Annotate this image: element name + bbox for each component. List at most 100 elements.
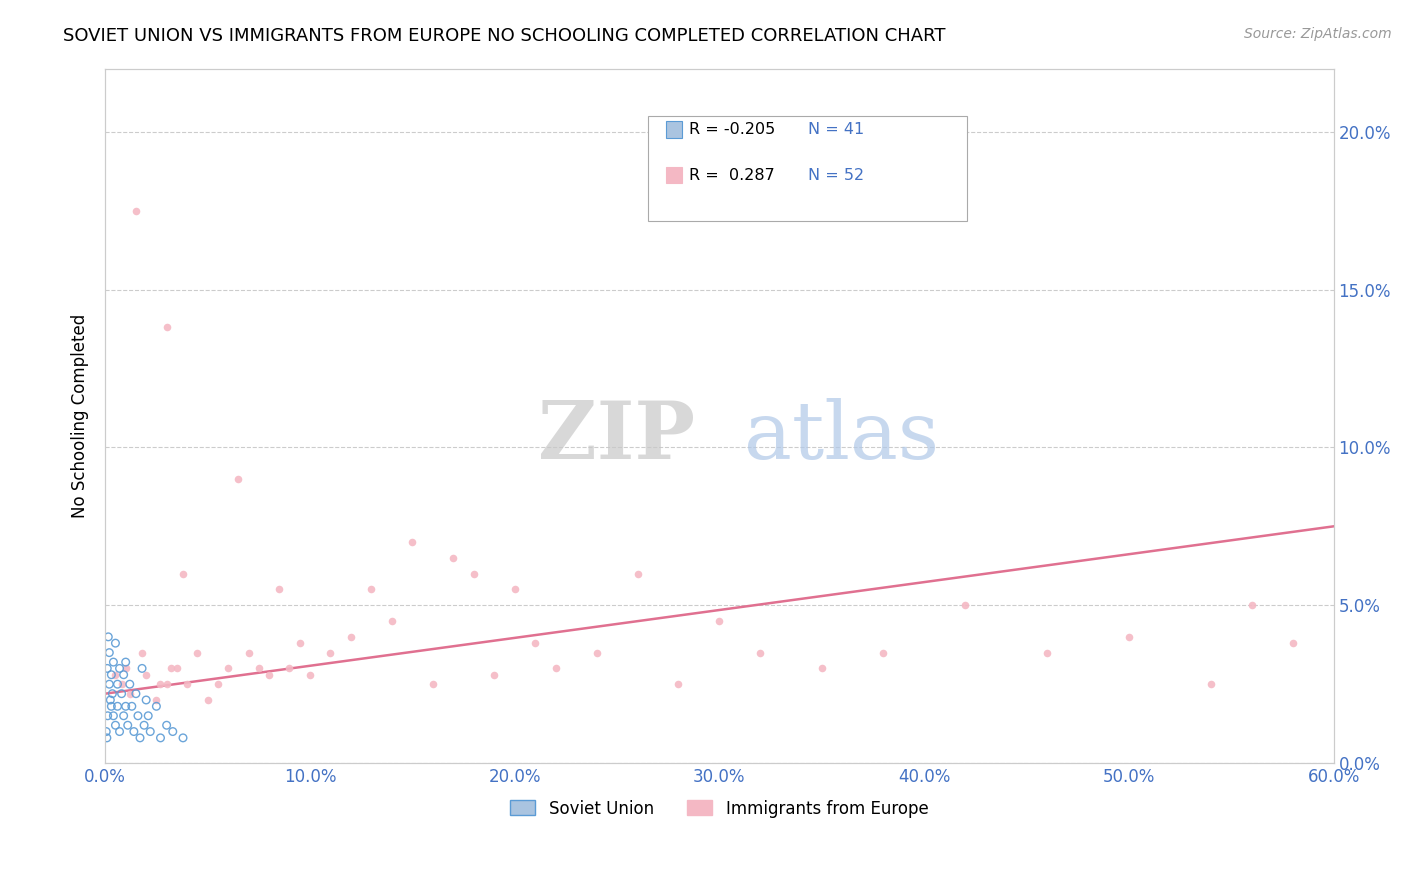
- Point: [131, 661, 153, 675]
- Point: [104, 718, 127, 732]
- Point: [340, 630, 363, 644]
- Point: [872, 646, 894, 660]
- Point: [114, 655, 136, 669]
- Point: [269, 582, 291, 597]
- Text: R =  0.287: R = 0.287: [689, 168, 775, 183]
- Point: [172, 731, 194, 745]
- Point: [139, 724, 162, 739]
- Point: [117, 718, 139, 732]
- Point: [1036, 646, 1059, 660]
- Point: [288, 636, 311, 650]
- Point: [101, 687, 124, 701]
- Point: [131, 646, 153, 660]
- Point: [166, 661, 188, 675]
- Point: [422, 677, 444, 691]
- Point: [156, 718, 179, 732]
- Point: [125, 687, 148, 701]
- Point: [319, 646, 342, 660]
- Point: [98, 693, 121, 707]
- Point: [176, 677, 198, 691]
- Point: [401, 535, 423, 549]
- Point: [226, 472, 249, 486]
- Point: [114, 699, 136, 714]
- Point: [197, 693, 219, 707]
- Point: [108, 661, 131, 675]
- Text: ZIP: ZIP: [538, 398, 695, 475]
- Point: [149, 731, 172, 745]
- Point: [463, 566, 485, 581]
- Legend: Soviet Union, Immigrants from Europe: Soviet Union, Immigrants from Europe: [503, 793, 935, 824]
- Point: [135, 693, 157, 707]
- Point: [96, 724, 118, 739]
- Point: [100, 699, 122, 714]
- Point: [544, 661, 567, 675]
- Text: Source: ZipAtlas.com: Source: ZipAtlas.com: [1244, 27, 1392, 41]
- Point: [524, 636, 547, 650]
- Point: [98, 677, 121, 691]
- Point: [96, 731, 118, 745]
- Point: [484, 667, 506, 681]
- Point: [149, 677, 172, 691]
- Point: [172, 566, 194, 581]
- Point: [136, 708, 159, 723]
- Point: [298, 667, 321, 681]
- Point: [162, 724, 184, 739]
- Point: [709, 614, 731, 628]
- Point: [118, 677, 141, 691]
- Point: [97, 708, 120, 723]
- Point: [104, 636, 127, 650]
- Point: [96, 661, 118, 675]
- Point: [668, 677, 690, 691]
- Point: [97, 630, 120, 644]
- Text: N = 41: N = 41: [808, 122, 865, 137]
- Point: [112, 667, 135, 681]
- Point: [186, 646, 208, 660]
- Point: [125, 203, 148, 218]
- Point: [108, 724, 131, 739]
- Point: [103, 708, 125, 723]
- Point: [207, 677, 229, 691]
- Point: [103, 655, 125, 669]
- Point: [159, 661, 181, 675]
- Point: [381, 614, 404, 628]
- Point: [100, 667, 122, 681]
- Point: [360, 582, 382, 597]
- Point: [110, 687, 132, 701]
- Point: [156, 677, 179, 691]
- Point: [114, 661, 136, 675]
- Point: [112, 708, 135, 723]
- Point: [132, 718, 155, 732]
- Point: [953, 599, 976, 613]
- Point: [156, 320, 179, 334]
- Point: [98, 646, 121, 660]
- Y-axis label: No Schooling Completed: No Schooling Completed: [72, 314, 89, 518]
- Point: [129, 731, 152, 745]
- Text: SOVIET UNION VS IMMIGRANTS FROM EUROPE NO SCHOOLING COMPLETED CORRELATION CHART: SOVIET UNION VS IMMIGRANTS FROM EUROPE N…: [63, 27, 946, 45]
- Point: [1240, 599, 1263, 613]
- Point: [110, 677, 132, 691]
- Point: [1199, 677, 1222, 691]
- Point: [441, 550, 464, 565]
- Point: [145, 693, 167, 707]
- Text: N = 52: N = 52: [808, 168, 865, 183]
- Point: [238, 646, 260, 660]
- Point: [1281, 636, 1303, 650]
- Text: R = -0.205: R = -0.205: [689, 122, 775, 137]
- Point: [121, 699, 143, 714]
- Point: [810, 661, 832, 675]
- Point: [217, 661, 239, 675]
- Point: [626, 566, 648, 581]
- Point: [503, 582, 526, 597]
- Point: [107, 699, 129, 714]
- Point: [749, 646, 772, 660]
- Point: [257, 667, 280, 681]
- Point: [585, 646, 607, 660]
- Point: [127, 708, 149, 723]
- Point: [104, 667, 127, 681]
- Point: [118, 687, 141, 701]
- Point: [135, 667, 157, 681]
- Point: [247, 661, 270, 675]
- Point: [145, 699, 167, 714]
- Point: [122, 724, 145, 739]
- Point: [278, 661, 301, 675]
